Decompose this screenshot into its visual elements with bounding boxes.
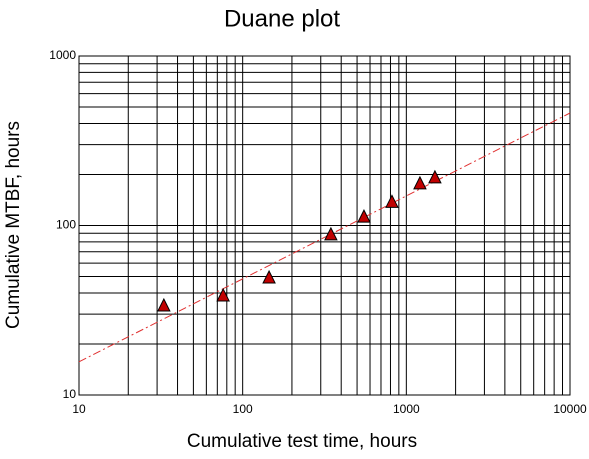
x-tick-label: 10000 — [553, 402, 587, 416]
x-tick-label: 1000 — [393, 402, 420, 416]
marker — [413, 175, 427, 190]
marker — [157, 297, 171, 312]
y-tick-label: 10 — [63, 387, 77, 401]
marker — [216, 287, 230, 302]
trend-line — [78, 112, 571, 363]
x-axis-label: Cumulative test time, hours — [187, 431, 417, 452]
x-tick-label: 10 — [72, 402, 86, 416]
y-axis-label: Cumulative MTBF, hours — [3, 121, 24, 329]
y-tick-label: 1000 — [49, 48, 76, 62]
marker — [428, 169, 442, 184]
marker — [385, 194, 399, 208]
y-tick-label: 100 — [56, 218, 76, 232]
x-tick-label: 100 — [233, 402, 253, 416]
marker — [262, 269, 276, 284]
plot-frame — [78, 55, 571, 396]
marker — [357, 209, 371, 223]
chart-title: Duane plot — [224, 5, 340, 32]
marker — [324, 226, 338, 241]
